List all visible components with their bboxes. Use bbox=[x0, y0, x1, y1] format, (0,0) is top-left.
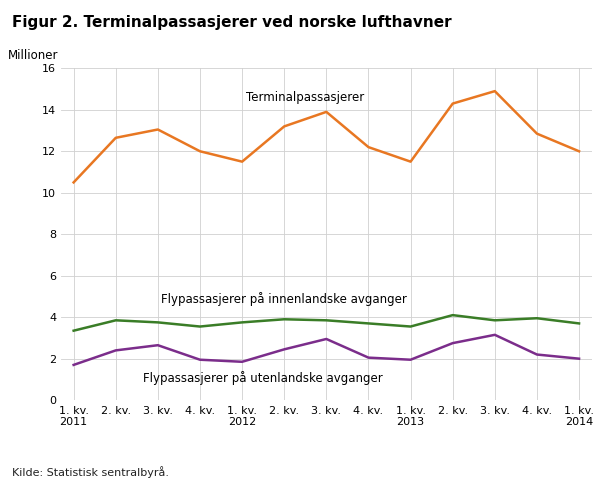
Text: Terminalpassasjerer: Terminalpassasjerer bbox=[246, 91, 364, 103]
Text: Figur 2. Terminalpassasjerer ved norske lufthavner: Figur 2. Terminalpassasjerer ved norske … bbox=[12, 15, 452, 30]
Text: Flypassasjerer på utenlandske avganger: Flypassasjerer på utenlandske avganger bbox=[143, 371, 383, 385]
Text: Flypassasjerer på innenlandske avganger: Flypassasjerer på innenlandske avganger bbox=[161, 292, 407, 306]
Text: Millioner: Millioner bbox=[8, 49, 59, 61]
Text: Kilde: Statistisk sentralbyrå.: Kilde: Statistisk sentralbyrå. bbox=[12, 467, 169, 478]
